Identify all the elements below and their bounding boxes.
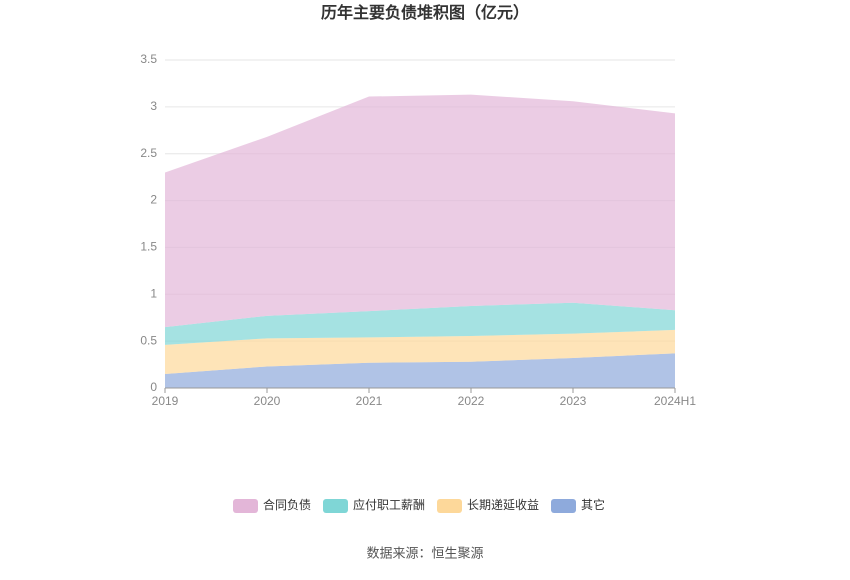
legend-swatch	[323, 499, 348, 513]
y-tick-label: 1.5	[140, 240, 157, 254]
y-tick-label: 0.5	[140, 333, 157, 347]
y-tick-label: 2	[150, 193, 157, 207]
area	[165, 94, 675, 328]
legend-swatch	[233, 499, 258, 513]
y-tick-label: 3	[150, 99, 157, 113]
chart-title: 历年主要负债堆积图（亿元）	[321, 3, 529, 22]
area	[165, 353, 675, 388]
x-tick-label: 2023	[560, 394, 587, 408]
legend-swatch	[437, 499, 462, 513]
area	[165, 329, 675, 374]
legend-label: 应付职工薪酬	[353, 497, 425, 512]
area	[165, 302, 675, 345]
x-tick-label: 2020	[254, 394, 281, 408]
x-tick-label: 2024H1	[654, 394, 696, 408]
x-tick-label: 2019	[152, 394, 179, 408]
y-tick-label: 0	[150, 380, 157, 394]
x-tick-label: 2022	[458, 394, 485, 408]
legend-label: 合同负债	[263, 497, 311, 512]
y-tick-label: 3.5	[140, 52, 157, 66]
legend-label: 长期递延收益	[467, 498, 539, 512]
y-tick-label: 1	[150, 286, 157, 300]
legend-label: 其它	[581, 497, 605, 512]
y-tick-label: 2.5	[140, 146, 157, 160]
legend-swatch	[551, 499, 576, 513]
source-note: 数据来源：恒生聚源	[366, 545, 483, 560]
x-tick-label: 2021	[356, 394, 383, 408]
